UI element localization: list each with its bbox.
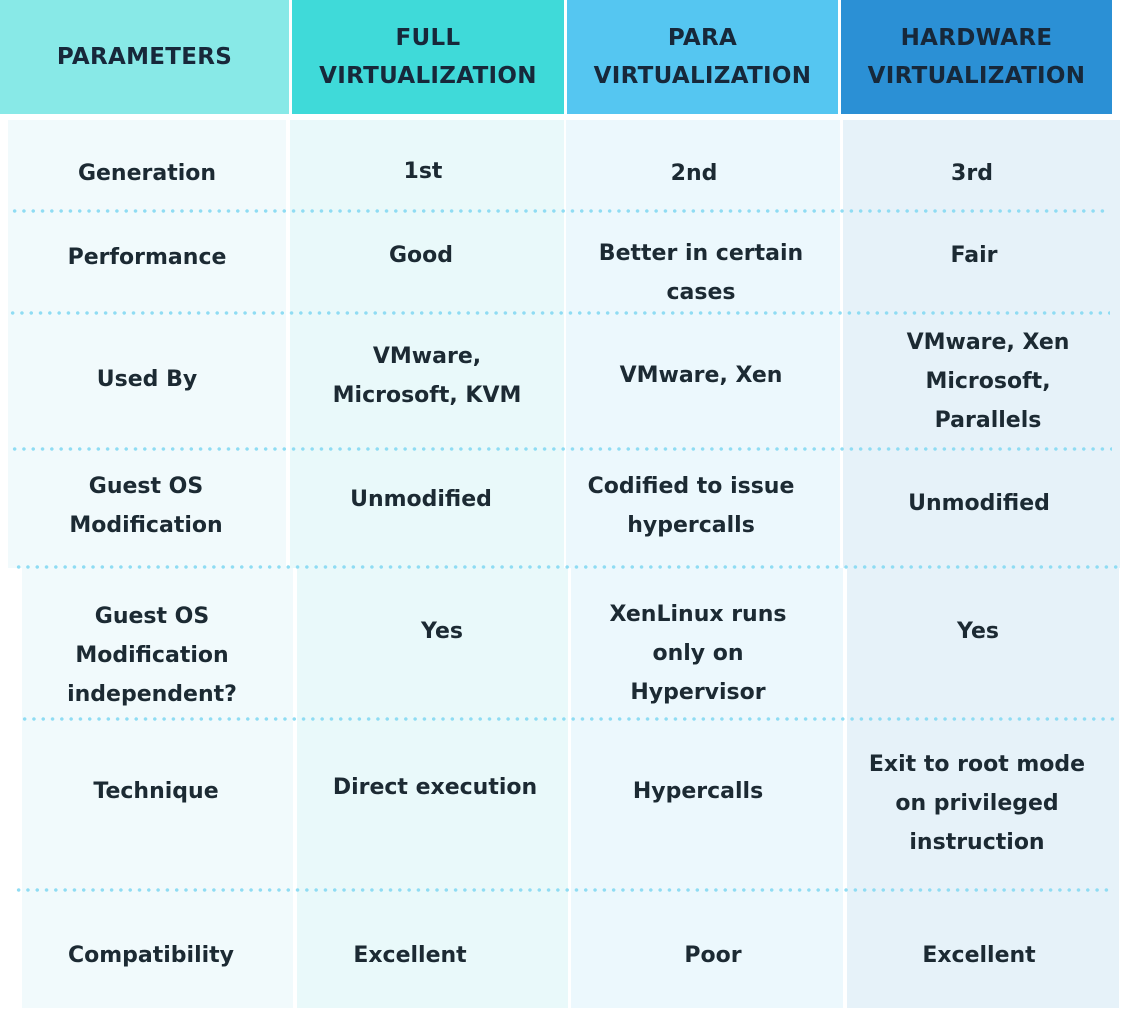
row-divider [14,888,1114,892]
full-technique: Direct execution [332,774,538,800]
row-divider [10,447,1112,451]
para-guest-os-independent: XenLinux runs only on Hypervisor [609,601,787,705]
param-performance: Performance [67,244,227,270]
hardware-used-by: VMware, Xen Microsoft, Parallels [906,329,1070,433]
column-bg-parameters-lower [22,568,293,1008]
column-bg-parameters-upper [8,120,286,568]
param-guest-os-modification: Guest OS Modification [69,474,223,538]
header-hardware-virtualization: HARDWARE VIRTUALIZATION [841,0,1112,114]
full-compatibility: Excellent [353,942,467,968]
column-bg-para-upper [566,120,840,568]
param-guest-os-independent: Guest OS Modification independent? [67,603,237,707]
header-parameters-label: PARAMETERS [56,44,233,70]
hardware-technique: Exit to root mode on privileged instruct… [868,751,1086,855]
row-divider [8,311,1110,315]
para-compatibility: Poor [684,942,742,968]
hardware-guest-os-independent: Yes [957,618,999,644]
param-compatibility: Compatibility [67,942,235,968]
row-divider [10,209,1110,213]
param-used-by: Used By [96,366,198,392]
hardware-generation: 3rd [951,160,993,186]
header-para-label: PARA VIRTUALIZATION [593,25,812,89]
full-generation: 1st [403,158,443,184]
para-guest-os-modification: Codified to issue hypercalls [587,474,795,538]
para-technique: Hypercalls [632,778,764,804]
hardware-compatibility: Excellent [922,942,1036,968]
para-performance: Better in certain cases [598,241,804,305]
param-generation: Generation [77,160,217,186]
column-bg-para-lower [571,568,843,1008]
header-full-virtualization: FULL VIRTUALIZATION [292,0,564,114]
header-full-label: FULL VIRTUALIZATION [319,25,537,89]
full-guest-os-modification: Unmodified [350,486,492,512]
full-guest-os-independent: Yes [421,618,463,644]
hardware-performance: Fair [950,242,998,268]
column-bg-hardware-upper [843,120,1120,568]
row-divider [14,565,1120,569]
para-used-by: VMware, Xen [619,362,783,388]
full-used-by: VMware, Microsoft, KVM [332,344,522,408]
column-bg-full-lower [297,568,568,1008]
column-bg-hardware-lower [847,568,1119,1008]
para-generation: 2nd [670,160,718,186]
row-divider [20,717,1120,721]
column-bg-full-upper [290,120,564,568]
hardware-guest-os-modification: Unmodified [908,490,1050,516]
param-technique: Technique [93,778,219,804]
header-parameters: PARAMETERS [0,0,289,114]
header-para-virtualization: PARA VIRTUALIZATION [567,0,838,114]
full-performance: Good [388,242,454,268]
header-hardware-label: HARDWARE VIRTUALIZATION [867,25,1086,89]
